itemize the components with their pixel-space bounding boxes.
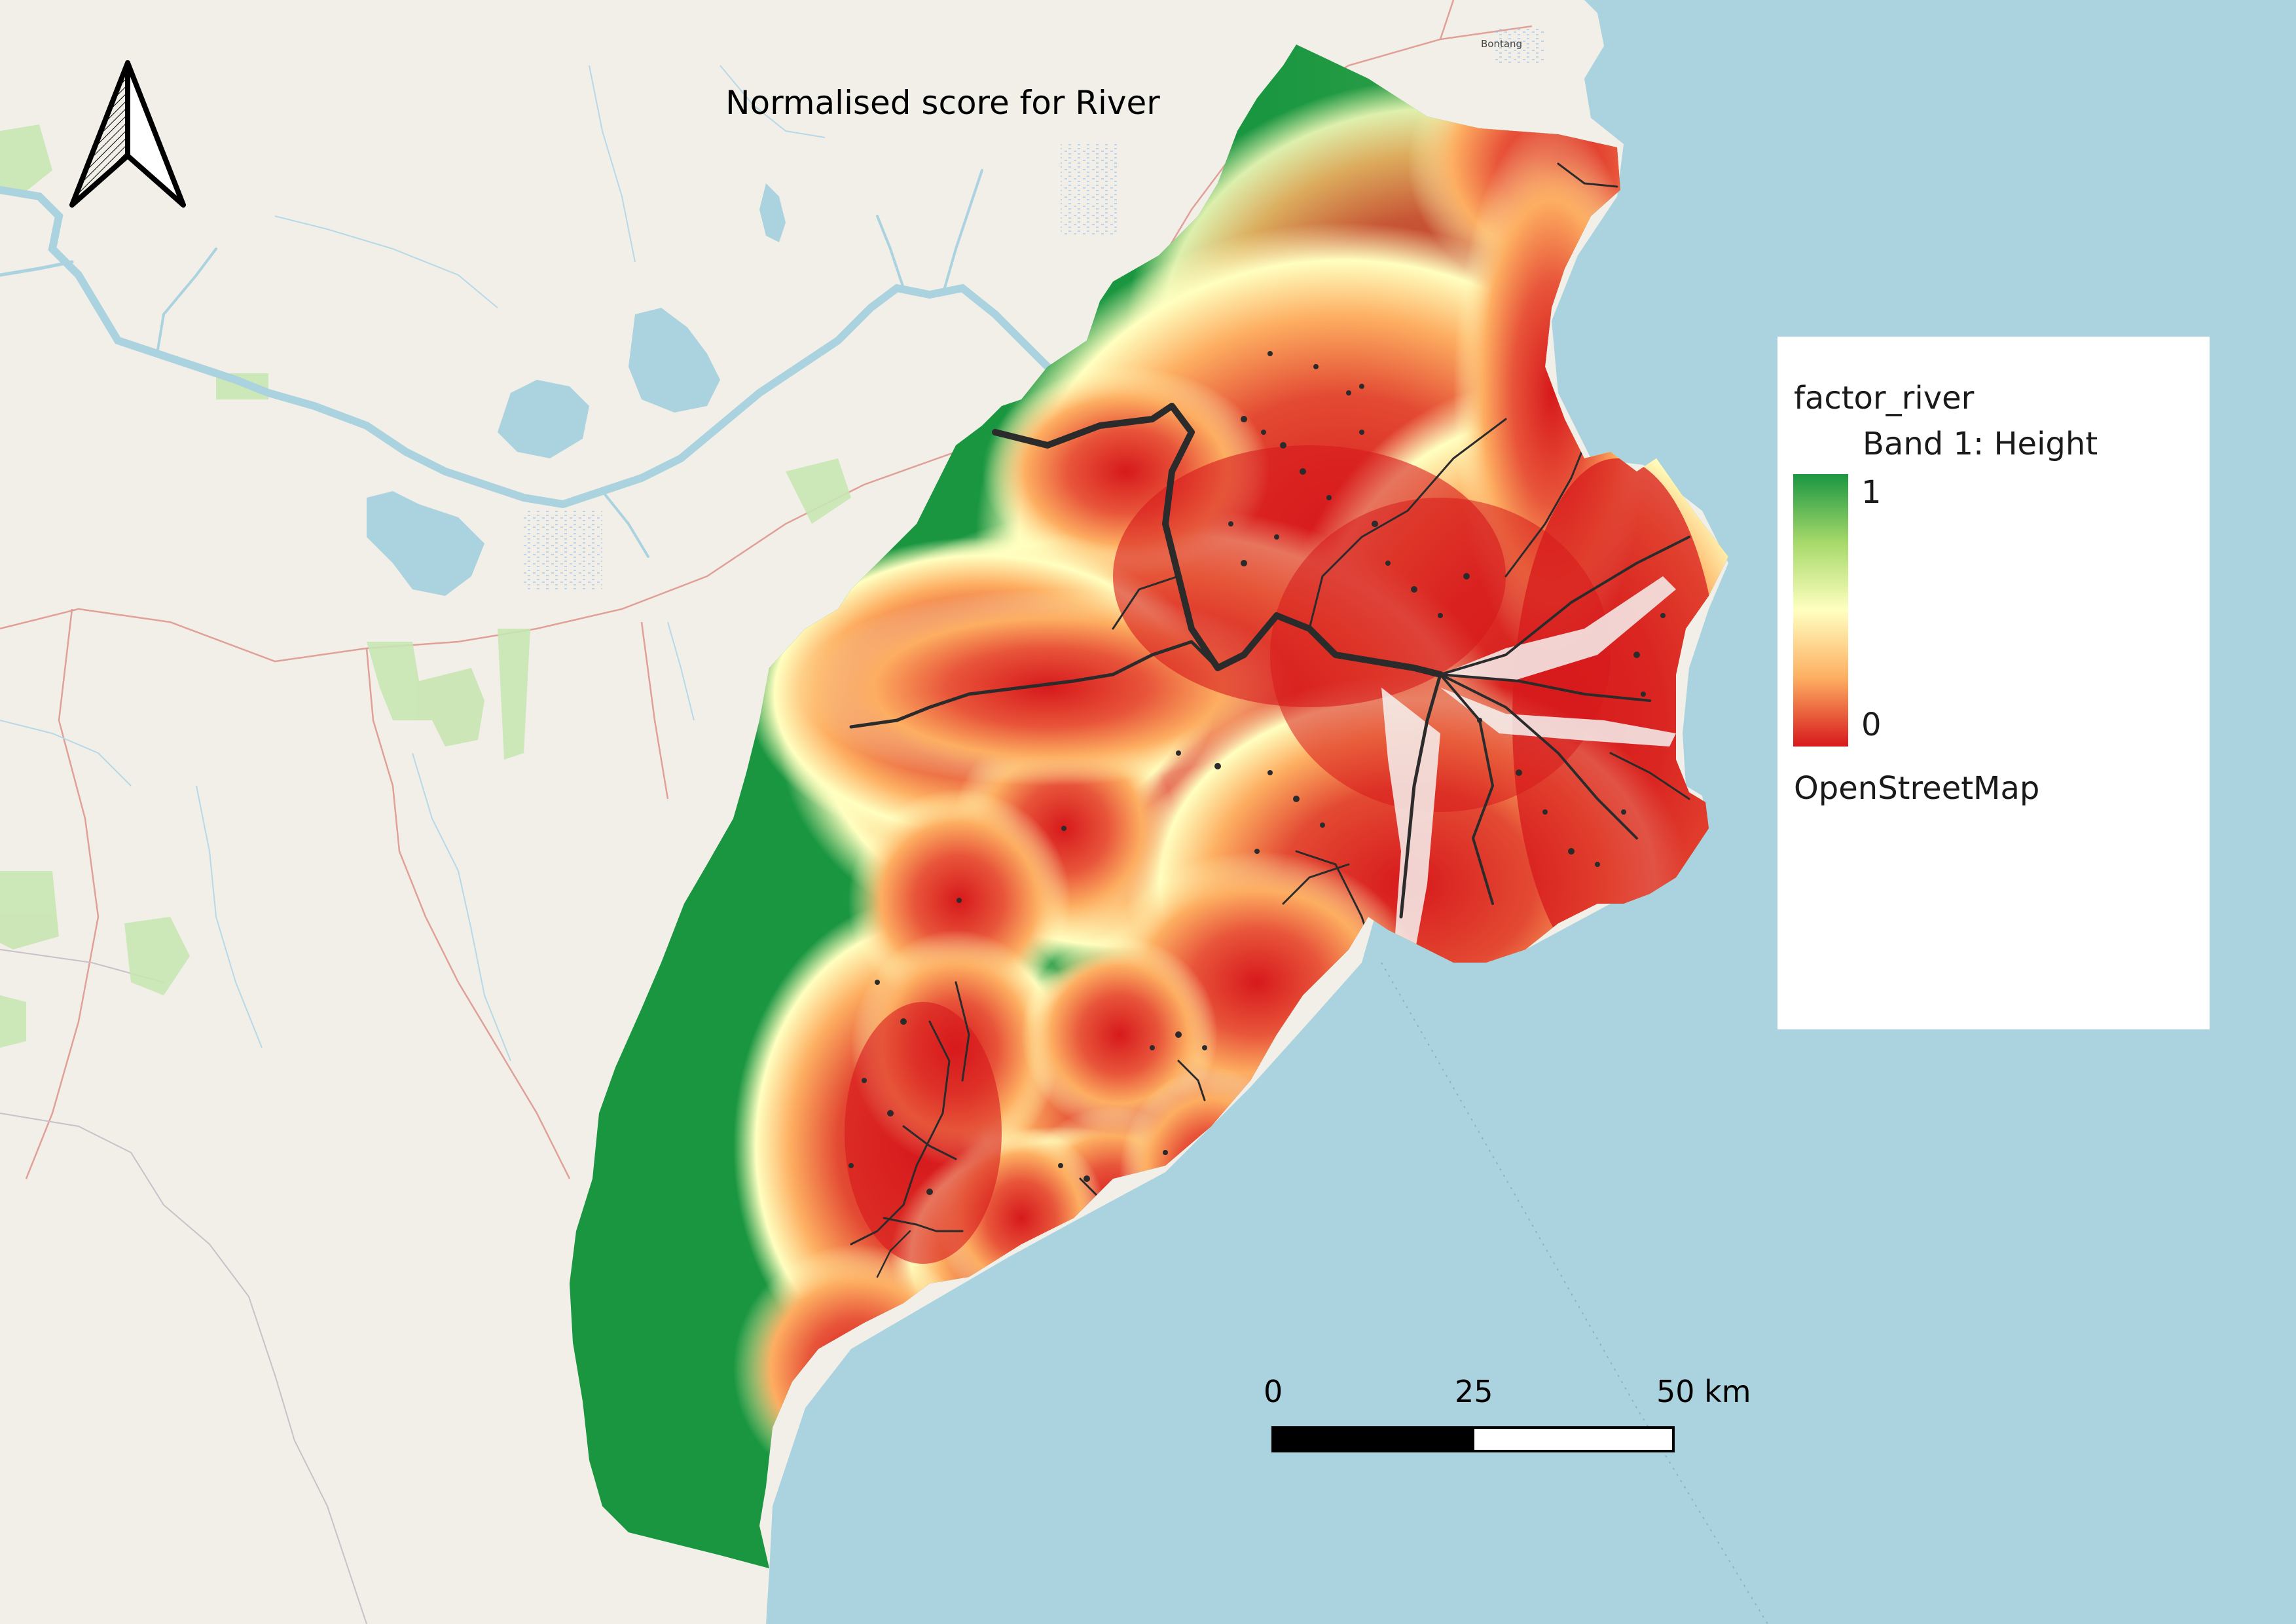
legend-min-value: 0 <box>1861 707 1882 743</box>
basemap-boundaries <box>0 0 1533 1179</box>
scale-label-mid: 25 <box>1455 1374 1493 1409</box>
place-label-bontang: Bontang <box>1481 38 1523 50</box>
legend-panel: factor_river Band 1: Height 1 0 OpenStre… <box>1777 337 2210 1029</box>
scale-segment-black <box>1271 1426 1474 1452</box>
legend-max-value: 1 <box>1861 474 1882 511</box>
legend-layer-name: factor_river <box>1794 380 1975 416</box>
scale-label-start: 0 <box>1264 1374 1283 1409</box>
north-arrow-icon <box>69 60 186 208</box>
basemap-rivers <box>0 169 1117 558</box>
basemap-marsh <box>524 26 1545 589</box>
map-title: Normalised score for River <box>725 84 1160 122</box>
basemap-lakes <box>367 183 786 596</box>
basemap-streams <box>0 65 826 1061</box>
legend-band-label: Band 1: Height <box>1863 426 2098 462</box>
legend-color-ramp <box>1793 474 1848 747</box>
legend-basemap-label: OpenStreetMap <box>1794 770 2040 807</box>
scale-label-end: 50 km <box>1656 1374 1751 1409</box>
basemap-parks <box>0 124 851 1048</box>
scale-segment-white <box>1472 1426 1675 1452</box>
scale-bar: 0 25 50 km <box>1264 1374 1751 1459</box>
